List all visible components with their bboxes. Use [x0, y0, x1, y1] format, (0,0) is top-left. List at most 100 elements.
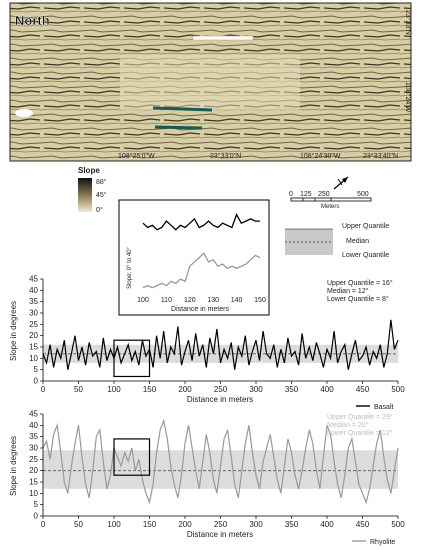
inset-series-line	[142, 252, 261, 289]
rhyolite-lines	[42, 418, 399, 505]
rhyolite-x-tick-label: 0	[41, 520, 46, 529]
scale-unit: Meters	[321, 204, 339, 210]
basalt-y-tick-label: 5	[34, 365, 39, 374]
basalt-x-tick-label: 150	[143, 385, 157, 394]
scale-bar: 0 125 250 500 Meters	[289, 191, 372, 210]
basalt-y-tick-label: 0	[34, 377, 39, 386]
rhyolite-legend-label: Rhyolite	[370, 539, 395, 546]
map-coord-1: 108°25'0"W	[118, 152, 155, 160]
rhyolite-xlabel: Distance in meters	[187, 530, 253, 539]
basalt-x-tick-label: 50	[74, 385, 83, 394]
inset-chart: Slope: 0° to 40° Distance in meters 100 1…	[118, 199, 270, 316]
rhyolite-x-tick-label: 350	[285, 520, 299, 529]
basalt-xlabel: Distance in meters	[187, 395, 253, 404]
basalt-annotation-median: Median = 12°	[327, 287, 369, 295]
rhyolite-x-tick-label: 300	[249, 520, 263, 529]
slope-legend-low: 0°	[96, 206, 103, 214]
rhyolite-x-tick-label: 450	[356, 520, 370, 529]
inset-x-ticks: 100 110 120 130 140 150	[137, 297, 266, 304]
map-panel: North 108°25'0"W 23°33'0"N 108°24'30"W 2…	[9, 2, 412, 162]
inset-series-line	[142, 213, 260, 231]
basalt-x-tick-label: 400	[320, 385, 334, 394]
rhyolite-y-tick-label: 40	[29, 421, 38, 430]
basalt-lines	[42, 319, 399, 370]
inset-x-tick-label: 100	[137, 297, 149, 304]
rhyolite-inset-box-rect	[113, 438, 151, 476]
basalt-y-tick-label: 25	[29, 320, 38, 329]
inset-lines	[142, 213, 261, 289]
slope-legend-ramp	[78, 178, 92, 212]
quantile-legend-median: Median	[346, 238, 369, 245]
rhyolite-x-tick-label: 150	[143, 520, 157, 529]
basalt-chart: 0 5 10 15 20 25 30 35 40 45 0 50 100 150 200 250 300 350…	[9, 275, 405, 412]
rhyolite-annotation-median: Median = 20°	[327, 421, 369, 429]
basalt-y-tick-label: 20	[29, 331, 38, 340]
rhyolite-y-tick-label: 10	[29, 489, 38, 498]
north-arrow-icon	[333, 176, 349, 190]
rhyolite-annotation-lower: Lower Quantile = 12°	[327, 429, 393, 437]
rhyolite-ylabel: Slope in degrees	[9, 436, 18, 496]
map-white-spot	[15, 109, 33, 117]
map-coord-6: 108°24'W	[404, 82, 412, 113]
rhyolite-x-tick-label: 400	[320, 520, 334, 529]
slope-legend-mid: 45°	[96, 191, 107, 199]
basalt-x-tick-label: 250	[214, 385, 228, 394]
inset-xlabel: Distance in meters	[171, 306, 229, 313]
basalt-inset-box	[113, 339, 151, 378]
rhyolite-y-tick-label: 15	[29, 478, 38, 487]
basalt-y-tick-label: 15	[29, 343, 38, 352]
map-profile-line-basalt-a	[152, 106, 213, 112]
basalt-legend-label: Basalt	[374, 404, 394, 411]
basalt-y-tick-label: 40	[29, 286, 38, 295]
rhyolite-y-tick-label: 35	[29, 432, 38, 441]
inset-x-tick-label: 150	[254, 297, 266, 304]
basalt-x-tick-label: 300	[249, 385, 263, 394]
rhyolite-chart: 0 5 10 15 20 25 30 35 40 45 0 50 100 150 200 250 300 350…	[9, 410, 405, 547]
rhyolite-x-tick-label: 500	[391, 520, 405, 529]
slope-legend-high: 88°	[96, 178, 107, 186]
rhyolite-x-tick-label: 100	[107, 520, 121, 529]
basalt-x-tick-label: 100	[107, 385, 121, 394]
map-coord-3: 108°24'30"W	[300, 152, 341, 160]
rhyolite-y-tick-label: 0	[34, 512, 39, 521]
rhyolite-x-ticks: 0 50 100 150 200 250 300 350 400 450 500	[41, 516, 405, 529]
scale-tick-1: 125	[300, 191, 312, 198]
basalt-x-tick-label: 200	[178, 385, 192, 394]
map-coord-5: 23°33'N	[404, 10, 412, 35]
basalt-x-tick-label: 0	[41, 385, 46, 394]
rhyolite-y-ticks: 0 5 10 15 20 25 30 35 40 45	[29, 410, 43, 521]
scale-tick-3: 500	[357, 191, 369, 198]
quantile-legend-upper: Upper Quantile	[342, 223, 389, 230]
rhyolite-series-line	[42, 418, 399, 505]
basalt-y-tick-label: 10	[29, 354, 38, 363]
basalt-y-tick-label: 35	[29, 297, 38, 306]
map-coord-2: 23°33'0"N	[210, 152, 241, 160]
basalt-series-line	[42, 319, 399, 370]
rhyolite-annotation-upper: Upper Quantile = 29°	[327, 413, 393, 421]
inset-ylabel: Slope: 0° to 40°	[127, 246, 133, 288]
map-title: North	[15, 13, 50, 28]
slope-legend: Slope 88° 45° 0°	[78, 166, 107, 214]
rhyolite-y-tick-label: 25	[29, 455, 38, 464]
basalt-y-tick-label: 45	[29, 275, 38, 284]
rhyolite-inset-box	[113, 438, 151, 476]
map-profile-line-rhyolite	[192, 35, 254, 41]
map-bright-patch	[120, 55, 300, 110]
rhyolite-x-tick-label: 250	[214, 520, 228, 529]
basalt-annotation-lower: Lower Quantile = 8°	[327, 295, 389, 303]
scale-tick-2: 250	[318, 191, 330, 198]
basalt-x-ticks: 0 50 100 150 200 250 300 350 400 450 500	[41, 381, 405, 394]
basalt-x-tick-label: 500	[391, 385, 405, 394]
rhyolite-y-tick-label: 30	[29, 444, 38, 453]
map-coord-4: 23°33'40"N	[363, 152, 398, 160]
basalt-annotation-upper: Upper Quantile = 16°	[327, 279, 393, 287]
quantile-legend: Upper Quantile Median Lower Quantile	[285, 223, 389, 259]
slope-legend-title: Slope	[78, 166, 100, 175]
inset-x-tick-label: 110	[161, 297, 172, 304]
inset-x-tick-label: 120	[184, 297, 196, 304]
basalt-inset-box-rect	[113, 339, 151, 378]
basalt-y-tick-label: 30	[29, 309, 38, 318]
inset-x-tick-label: 140	[231, 297, 243, 304]
rhyolite-y-tick-label: 45	[29, 410, 38, 419]
